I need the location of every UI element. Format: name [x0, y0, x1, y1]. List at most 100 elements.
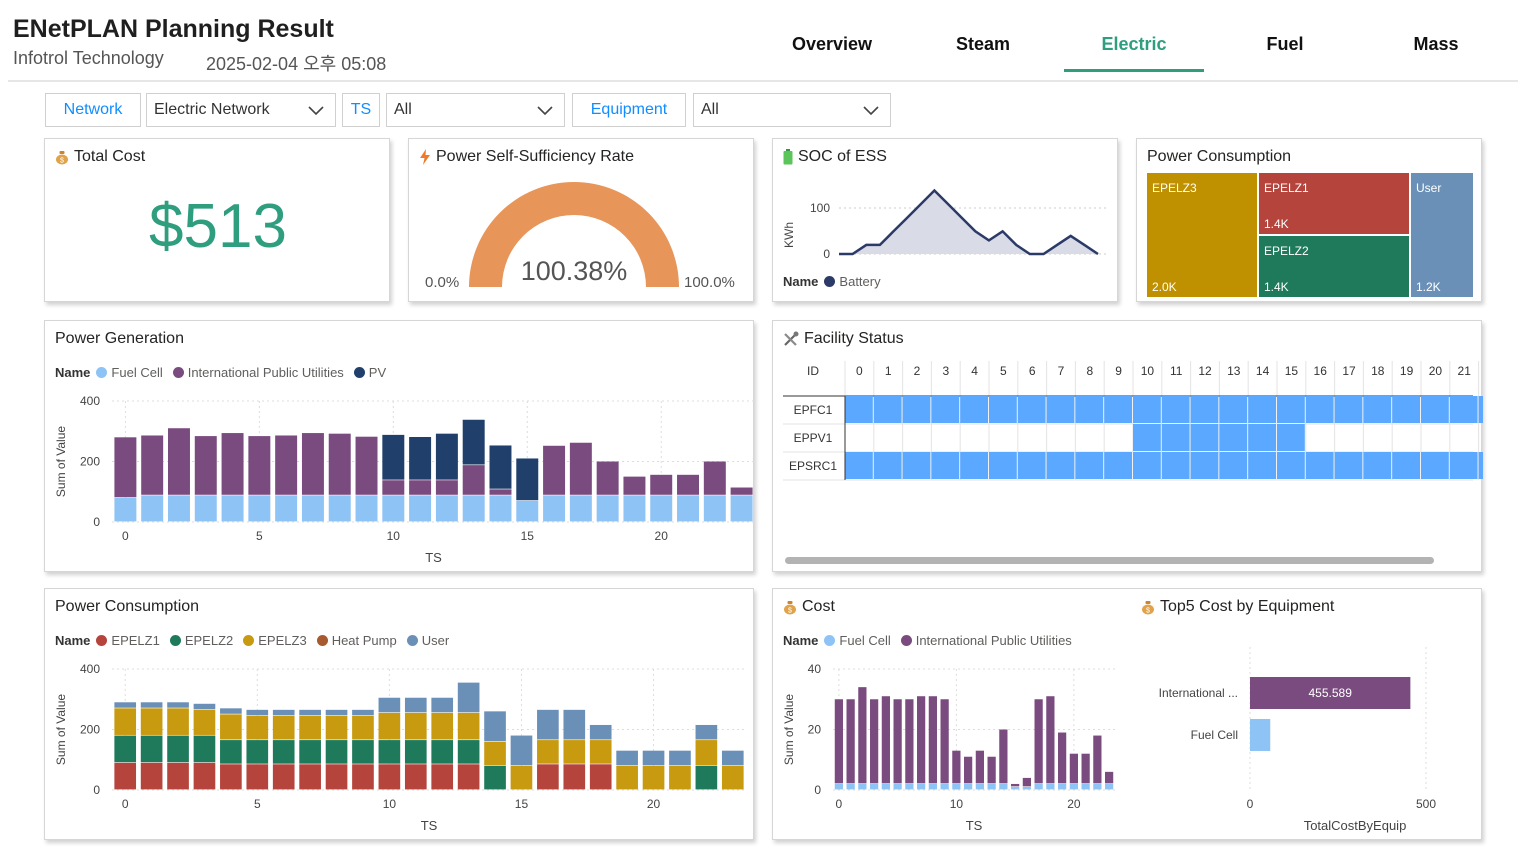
status-cell[interactable]: [1363, 452, 1392, 479]
bar-segment[interactable]: [928, 696, 937, 784]
status-cell[interactable]: [1190, 396, 1219, 423]
bar-segment[interactable]: [299, 764, 321, 790]
status-cell[interactable]: [1248, 452, 1276, 479]
legend-item[interactable]: International Public Utilities: [915, 633, 1072, 648]
horizontal-scrollbar[interactable]: [785, 557, 1434, 564]
legend-item[interactable]: Heat Pump: [331, 633, 397, 648]
bar-segment[interactable]: [352, 764, 374, 790]
bar-segment[interactable]: [846, 699, 855, 784]
bar-segment[interactable]: [462, 495, 485, 522]
bar-segment[interactable]: [834, 699, 843, 784]
status-cell[interactable]: [1305, 396, 1334, 423]
status-cell[interactable]: [1392, 452, 1420, 479]
status-cell[interactable]: [1334, 396, 1363, 423]
bar-segment[interactable]: [246, 740, 269, 764]
bar-segment[interactable]: [987, 756, 996, 784]
status-cell[interactable]: [1305, 452, 1334, 479]
bar-segment[interactable]: [462, 465, 485, 495]
bar-segment[interactable]: [299, 740, 321, 764]
network-select[interactable]: Electric Network: [146, 93, 336, 127]
bar-segment[interactable]: [489, 445, 512, 489]
bar-segment[interactable]: [1093, 783, 1102, 790]
status-cell[interactable]: [989, 396, 1017, 423]
bar-segment[interactable]: [881, 783, 890, 790]
bar-segment[interactable]: [141, 495, 164, 522]
status-cell[interactable]: [1334, 452, 1363, 479]
bar-segment[interactable]: [569, 495, 592, 522]
status-cell[interactable]: [1133, 452, 1161, 479]
bar-segment[interactable]: [431, 764, 454, 790]
bar-segment[interactable]: [409, 436, 432, 480]
bar-segment[interactable]: [193, 762, 216, 790]
bar-segment[interactable]: [940, 699, 949, 784]
status-cell[interactable]: [845, 396, 873, 423]
bar-segment[interactable]: [1093, 735, 1102, 784]
status-cell[interactable]: [1017, 396, 1046, 423]
bar-segment[interactable]: [404, 712, 427, 740]
bar-segment[interactable]: [596, 461, 619, 495]
bar-segment[interactable]: [378, 712, 401, 740]
bar-segment[interactable]: [431, 740, 454, 764]
bar-segment[interactable]: [167, 762, 189, 790]
bar-segment[interactable]: [328, 495, 351, 522]
bar-segment[interactable]: [484, 741, 506, 766]
bar-segment[interactable]: [952, 783, 961, 790]
tab-steam[interactable]: Steam: [955, 34, 1011, 54]
bar-segment[interactable]: [703, 495, 726, 522]
status-cell[interactable]: [989, 452, 1017, 479]
bar-segment[interactable]: [1081, 783, 1090, 790]
bar-segment[interactable]: [484, 711, 506, 741]
status-cell[interactable]: [931, 452, 960, 479]
bar-segment[interactable]: [905, 783, 914, 790]
bar-segment[interactable]: [669, 750, 691, 766]
bar-segment[interactable]: [114, 762, 137, 790]
bar-segment[interactable]: [1034, 783, 1043, 790]
bar-segment[interactable]: [114, 735, 137, 763]
bar-segment[interactable]: [193, 703, 216, 710]
bar-segment[interactable]: [352, 709, 374, 716]
bar-segment[interactable]: [272, 709, 295, 716]
bar-segment[interactable]: [510, 735, 533, 766]
bar-segment[interactable]: [1022, 786, 1031, 790]
bar-segment[interactable]: [563, 709, 586, 740]
bar-segment[interactable]: [220, 714, 242, 740]
bar-segment[interactable]: [846, 783, 855, 790]
bar-segment[interactable]: [355, 495, 378, 522]
bar-segment[interactable]: [616, 750, 638, 766]
bar-segment[interactable]: [489, 489, 512, 495]
status-cell[interactable]: [1248, 396, 1276, 423]
bar-segment[interactable]: [543, 445, 566, 495]
legend-item[interactable]: International Public Utilities: [187, 365, 344, 380]
bar-segment[interactable]: [435, 495, 458, 522]
bar-segment[interactable]: [1069, 753, 1078, 784]
bar-segment[interactable]: [457, 712, 480, 740]
bar-segment[interactable]: [457, 764, 480, 790]
bar-segment[interactable]: [623, 476, 646, 495]
bar-segment[interactable]: [352, 715, 374, 740]
status-cell[interactable]: [1190, 452, 1219, 479]
bar-segment[interactable]: [964, 756, 973, 784]
bar-segment[interactable]: [596, 495, 619, 522]
tab-fuel[interactable]: Fuel: [1266, 34, 1304, 54]
bar-segment[interactable]: [194, 436, 217, 495]
bar-segment[interactable]: [246, 715, 269, 740]
bar-segment[interactable]: [435, 480, 458, 495]
status-cell[interactable]: [1478, 452, 1483, 479]
bar-segment[interactable]: [352, 740, 374, 764]
status-cell[interactable]: [1219, 396, 1248, 423]
treemap-tile[interactable]: EPELZ1 1.4K: [1259, 173, 1409, 234]
bar-segment[interactable]: [975, 783, 984, 790]
bar-segment[interactable]: [893, 783, 902, 790]
bar-segment[interactable]: [1081, 753, 1090, 784]
bar-segment[interactable]: [167, 495, 190, 522]
bar-segment[interactable]: [563, 764, 586, 790]
bar-segment[interactable]: [1058, 783, 1067, 790]
legend-item[interactable]: Fuel Cell: [839, 633, 891, 648]
status-cell[interactable]: [1075, 452, 1104, 479]
bar-segment[interactable]: [325, 709, 348, 716]
bar-segment[interactable]: [194, 495, 217, 522]
bar-segment[interactable]: [858, 783, 867, 790]
bar-segment[interactable]: [917, 696, 926, 784]
bar-segment[interactable]: [457, 740, 480, 764]
bar-segment[interactable]: [220, 740, 242, 764]
